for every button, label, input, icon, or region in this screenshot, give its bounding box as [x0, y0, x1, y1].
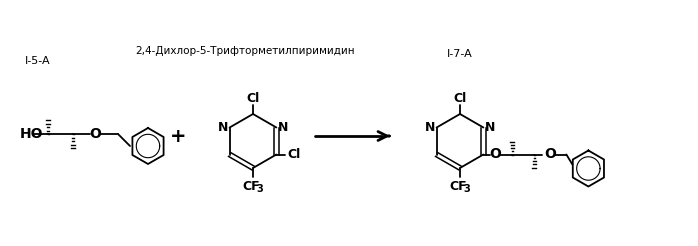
Text: Cl: Cl	[288, 148, 301, 161]
Text: I-5-A: I-5-A	[25, 56, 51, 66]
Text: 3: 3	[257, 184, 263, 194]
Text: N: N	[279, 121, 288, 134]
Text: 2,4-Дихлор-5-Трифторметилпиримидин: 2,4-Дихлор-5-Трифторметилпиримидин	[135, 46, 355, 56]
Text: N: N	[218, 121, 228, 134]
Text: Cl: Cl	[246, 92, 260, 105]
Text: O: O	[544, 147, 556, 160]
Text: N: N	[424, 121, 435, 134]
Text: O: O	[89, 127, 101, 141]
Text: O: O	[489, 147, 501, 160]
Text: N: N	[485, 121, 496, 134]
Text: CF: CF	[450, 180, 467, 193]
Text: I-7-A: I-7-A	[447, 49, 473, 59]
Text: +: +	[170, 126, 186, 145]
Text: 3: 3	[463, 184, 470, 194]
Text: Cl: Cl	[454, 92, 467, 105]
Text: CF: CF	[242, 180, 260, 193]
Text: HO: HO	[20, 127, 43, 141]
